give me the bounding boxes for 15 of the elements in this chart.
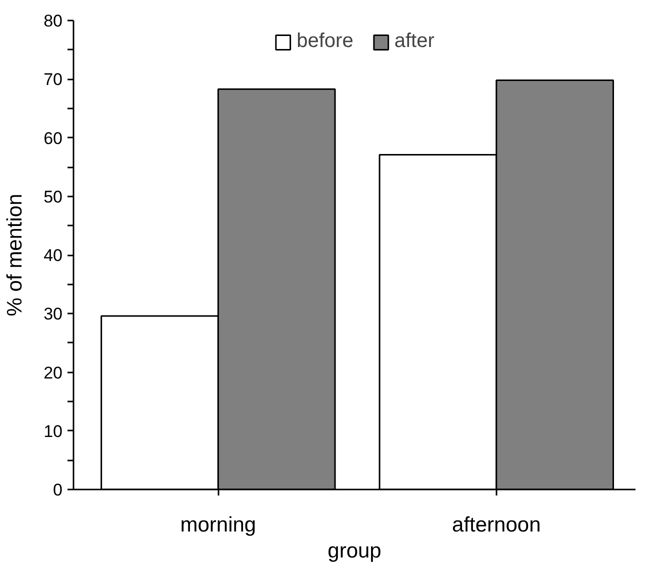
y-axis-title: % of mention	[4, 194, 27, 316]
y-tick-label: 40	[44, 246, 63, 265]
y-tick-label: 80	[44, 12, 63, 30]
y-tick-label: 50	[44, 187, 63, 206]
y-tick-label: 60	[44, 128, 63, 148]
x-tick-label: afternoon	[452, 514, 541, 536]
y-tick-label: 20	[44, 363, 63, 382]
x-tick-label: morning	[180, 514, 256, 536]
y-tick-label: 70	[44, 70, 63, 90]
x-axis-title: group	[328, 540, 382, 562]
y-tick-label: 30	[44, 304, 63, 324]
y-tick-label: 0	[53, 480, 63, 500]
y-tick-label: 10	[44, 422, 63, 441]
legend-label: before	[296, 30, 354, 53]
legend-label: after	[394, 30, 434, 53]
